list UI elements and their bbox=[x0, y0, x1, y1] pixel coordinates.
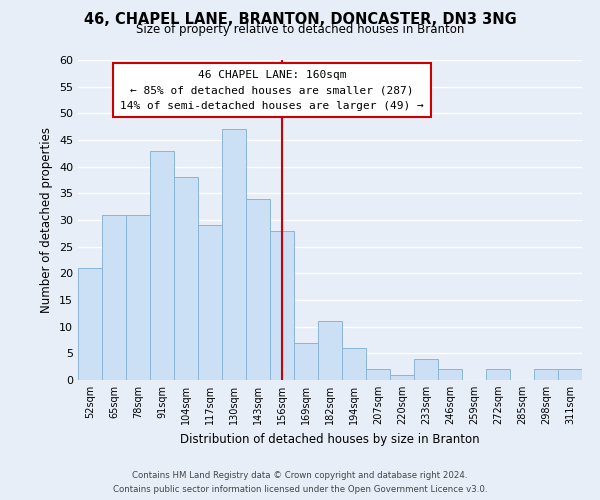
Bar bbox=[198, 226, 222, 380]
Bar bbox=[222, 130, 246, 380]
Text: Size of property relative to detached houses in Branton: Size of property relative to detached ho… bbox=[136, 22, 464, 36]
Bar bbox=[270, 230, 294, 380]
Bar bbox=[534, 370, 558, 380]
Y-axis label: Number of detached properties: Number of detached properties bbox=[40, 127, 53, 313]
Bar bbox=[414, 358, 438, 380]
Bar bbox=[174, 178, 198, 380]
Text: 46 CHAPEL LANE: 160sqm
← 85% of detached houses are smaller (287)
14% of semi-de: 46 CHAPEL LANE: 160sqm ← 85% of detached… bbox=[120, 70, 424, 111]
Bar bbox=[78, 268, 102, 380]
Bar bbox=[150, 150, 174, 380]
Bar bbox=[102, 214, 126, 380]
Bar bbox=[366, 370, 390, 380]
X-axis label: Distribution of detached houses by size in Branton: Distribution of detached houses by size … bbox=[180, 432, 480, 446]
Bar bbox=[390, 374, 414, 380]
Bar bbox=[126, 214, 150, 380]
Bar bbox=[438, 370, 462, 380]
Bar bbox=[318, 322, 342, 380]
Bar bbox=[246, 198, 270, 380]
Bar bbox=[486, 370, 510, 380]
Text: Contains HM Land Registry data © Crown copyright and database right 2024.
Contai: Contains HM Land Registry data © Crown c… bbox=[113, 472, 487, 494]
Bar bbox=[294, 342, 318, 380]
Bar bbox=[558, 370, 582, 380]
Text: 46, CHAPEL LANE, BRANTON, DONCASTER, DN3 3NG: 46, CHAPEL LANE, BRANTON, DONCASTER, DN3… bbox=[83, 12, 517, 28]
Bar bbox=[342, 348, 366, 380]
